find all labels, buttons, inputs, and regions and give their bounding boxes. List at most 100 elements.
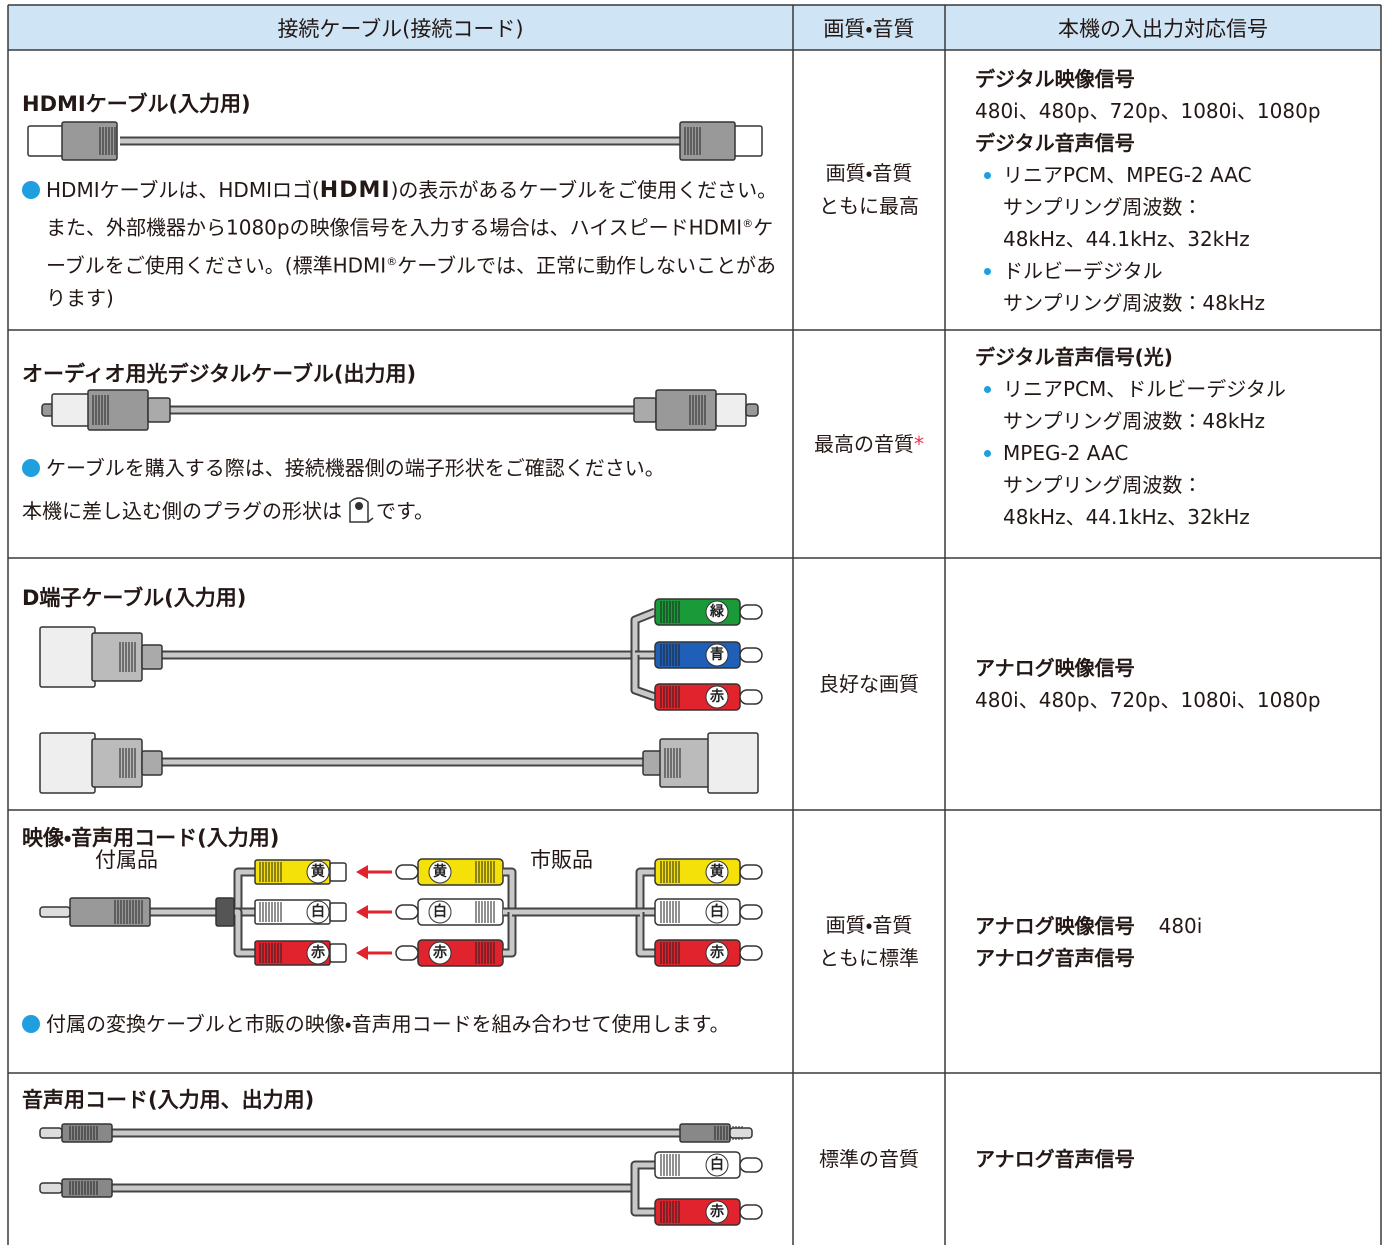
adapter-socket	[329, 862, 347, 882]
mini-pin	[729, 1127, 753, 1139]
note: 付属の変換ケーブルと市販の映像・音声用コードを組み合わせて使用します。	[22, 1008, 786, 1041]
signal-heading: アナログ音声信号	[975, 945, 1135, 970]
note-text: ケーブルでは、正常に動作しないことがあります)	[46, 253, 777, 311]
cable	[630, 1160, 655, 1188]
bullet-dot	[22, 181, 40, 199]
signal-text: 480i、480p、720p、1080i、1080p	[975, 688, 1321, 712]
cable	[632, 609, 656, 655]
plug-label-badge	[306, 900, 330, 924]
cable-title: 映像・音声用コード(入力用)	[22, 826, 280, 850]
signal-bullet: リニアPCM、ドルビーデジタル サンプリング周波数：48kHz	[975, 373, 1375, 437]
header-cell: 接続ケーブル(接続コード)	[277, 16, 524, 41]
d-boot	[141, 750, 163, 776]
cable	[632, 655, 656, 700]
hdmi-logo: HDMI	[319, 178, 391, 203]
signals: アナログ映像信号 480i アナログ音声信号	[975, 810, 1375, 1073]
note: HDMIケーブルは、HDMIロゴ(HDMI)の表示があるケーブルをご使用ください…	[22, 174, 786, 315]
quality-text: 画質・音質	[825, 161, 913, 185]
plug-pin	[739, 945, 763, 961]
cable	[632, 1188, 655, 1215]
plug-label-badge	[705, 860, 729, 884]
arrow-head	[356, 946, 368, 960]
plug-label-badge	[705, 685, 729, 709]
d-plug	[39, 732, 96, 794]
plug-label: 赤	[310, 945, 325, 961]
plug-label: 黄	[710, 863, 724, 880]
quality-text: ともに最高	[819, 194, 919, 218]
plug-label: 赤	[709, 689, 724, 705]
cable	[630, 1188, 655, 1217]
mini-pin	[39, 906, 71, 918]
plug-pin	[395, 904, 419, 920]
cable	[637, 869, 655, 912]
mini-plug	[679, 1123, 731, 1143]
d-plug	[39, 626, 96, 688]
cable-title: 音声用コード(入力用、出力用)	[22, 1088, 315, 1112]
signal-heading: アナログ映像信号	[975, 913, 1135, 938]
note-text: 付属の変換ケーブルと市販の映像・音声用コードを組み合わせて使用します。	[46, 1012, 730, 1036]
plug-pin	[739, 689, 763, 705]
d-plug	[707, 732, 759, 794]
optical-boot	[633, 397, 657, 423]
note-text: です。	[376, 499, 434, 523]
mini-plug	[61, 1123, 113, 1143]
signals: アナログ映像信号 480i、480p、720p、1080i、1080p	[975, 558, 1375, 810]
quality: 良好な画質	[793, 558, 945, 810]
plug-pin	[739, 864, 763, 880]
signal-text: 480i	[1158, 913, 1203, 938]
bullet-line: 48kHz、44.1kHz、32kHz	[1003, 505, 1250, 529]
signal-heading: デジタル映像信号	[975, 67, 1135, 91]
signal-heading: アナログ映像信号	[975, 656, 1135, 680]
plug-pin	[739, 1204, 763, 1220]
bullet-line: サンプリング周波数：	[1003, 195, 1203, 219]
bullet-line: サンプリング周波数：48kHz	[1003, 409, 1265, 433]
plug-label: 緑	[709, 603, 725, 620]
plug-shape-icon	[349, 497, 374, 523]
signal-bullet: リニアPCM、MPEG-2 AAC サンプリング周波数： 48kHz、44.1kHz…	[975, 159, 1375, 255]
bullet-line: サンプリング周波数：48kHz	[1003, 291, 1265, 315]
signal-line: アナログ映像信号 480i	[975, 910, 1375, 942]
note-text: 本機に差し込む側のプラグの形状は	[22, 499, 342, 523]
plug-label-badge	[428, 900, 452, 924]
plug-label: 黄	[433, 863, 447, 880]
signals: デジタル音声信号(光) リニアPCM、ドルビーデジタル サンプリング周波数：48k…	[975, 341, 1375, 533]
plug-pin	[395, 945, 419, 961]
plug-label: 白	[433, 903, 447, 920]
signal-bullet: MPEG-2 AAC サンプリング周波数： 48kHz、44.1kHz、32kHz	[975, 437, 1375, 533]
quality-text: 画質・音質	[825, 912, 913, 937]
quality: 最高の音質*	[793, 330, 945, 558]
plug-label: 白	[710, 1156, 724, 1173]
quality-text: 最高の音質	[814, 431, 914, 456]
plug-label: 白	[311, 903, 325, 920]
bullet-line: リニアPCM、ドルビーデジタル	[1003, 377, 1286, 401]
mini-pin	[39, 1182, 63, 1194]
bullet-line: リニアPCM、MPEG-2 AAC	[1003, 163, 1252, 187]
plug-pin	[395, 864, 419, 880]
plug-label-badge	[428, 941, 452, 965]
cable-title: オーディオ用光デジタルケーブル(出力用)	[22, 362, 417, 386]
asterisk: *	[914, 431, 924, 456]
bullet-dot	[22, 459, 40, 477]
plug-label: 黄	[311, 863, 325, 880]
adapter-socket	[329, 943, 347, 963]
plug-label: 青	[710, 646, 724, 663]
optical-plug	[51, 393, 91, 427]
quality: 画質・音質 ともに標準	[793, 810, 945, 1073]
signal-text: 480i、480p、720p、1080i、1080p	[975, 99, 1321, 123]
bullet-line: ドルビーデジタル	[1003, 259, 1163, 283]
registered-mark: ®	[742, 217, 754, 230]
signal-bullet: ドルビーデジタルサンプリング周波数：48kHz	[975, 255, 1375, 319]
plug-label-badge	[705, 1153, 729, 1177]
note: ケーブルを購入する際は、接続機器側の端子形状をご確認ください。	[22, 452, 786, 485]
optical-plug	[655, 389, 717, 431]
signal-heading: デジタル音声信号	[975, 131, 1135, 155]
registered-mark: ®	[386, 254, 398, 268]
header-cell: 画質・音質	[823, 16, 915, 41]
plug-pin	[739, 904, 763, 920]
header-cell: 本機の入出力対応信号	[1058, 16, 1268, 41]
quality: 標準の音質	[793, 1073, 945, 1245]
plug-label-badge	[705, 941, 729, 965]
bullet-dot	[22, 1015, 40, 1033]
signal-heading: アナログ音声信号	[975, 1147, 1135, 1171]
